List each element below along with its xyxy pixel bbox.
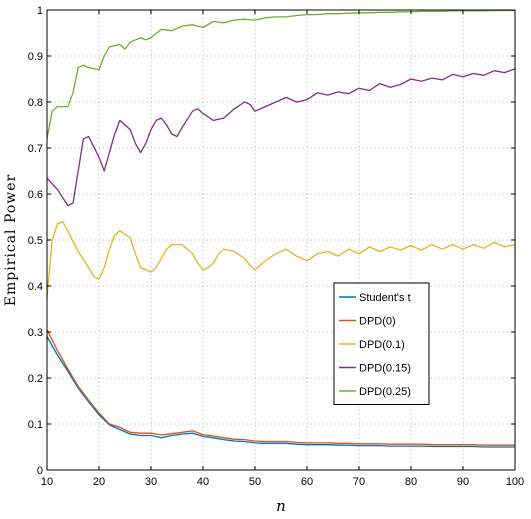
legend-entry: DPD(0.1) <box>359 339 405 351</box>
y-tick-label: 0.7 <box>28 143 43 155</box>
series-line-3 <box>46 68 516 207</box>
x-axis-title: n <box>276 497 286 515</box>
legend-entry: Student's t <box>359 292 411 304</box>
x-tick-label: 90 <box>457 476 469 488</box>
y-tick-label: 0.1 <box>28 419 43 431</box>
y-tick-label: 0.3 <box>28 327 43 339</box>
x-tick-label: 60 <box>301 476 313 488</box>
y-tick-label: 1 <box>37 5 43 17</box>
y-tick-label: 0.6 <box>28 189 43 201</box>
plot-area <box>47 10 515 470</box>
x-tick-label: 100 <box>506 476 524 488</box>
legend: Student's t DPD(0) DPD(0.1) DPD(0.15) DPD(0.… <box>333 282 430 405</box>
y-axis-title: Empirical Power <box>3 174 19 306</box>
series-lines <box>46 9 516 448</box>
legend-entry: DPD(0.15) <box>359 363 411 375</box>
y-tick-label: 0.9 <box>28 51 43 63</box>
x-tick-label: 30 <box>145 476 157 488</box>
legend-entry: DPD(0.25) <box>359 386 411 398</box>
y-tick-label: 0 <box>37 465 43 477</box>
y-tick-label: 0.5 <box>28 235 43 247</box>
x-tick-label: 50 <box>249 476 261 488</box>
legend-entry: DPD(0) <box>359 316 396 328</box>
series-line-0 <box>46 336 515 448</box>
series-line-1 <box>46 329 515 446</box>
x-tick-label: 20 <box>93 476 105 488</box>
y-tick-label: 0.8 <box>28 97 43 109</box>
series-line-2 <box>46 220 516 298</box>
grid-lines <box>47 10 515 470</box>
x-tick-label: 40 <box>197 476 209 488</box>
x-tick-label: 80 <box>405 476 417 488</box>
x-tick-labels: 10 20 30 40 50 60 70 80 90 100 <box>41 476 524 488</box>
series-line-4 <box>46 9 515 139</box>
y-tick-labels: 0 0.1 0.2 0.3 0.4 0.5 0.6 0.7 0.8 0.9 1 <box>28 5 43 477</box>
x-tick-label: 70 <box>353 476 365 488</box>
y-tick-label: 0.2 <box>28 373 43 385</box>
x-tick-label: 10 <box>41 476 53 488</box>
axis-ticks <box>46 9 516 471</box>
y-tick-label: 0.4 <box>28 281 43 293</box>
